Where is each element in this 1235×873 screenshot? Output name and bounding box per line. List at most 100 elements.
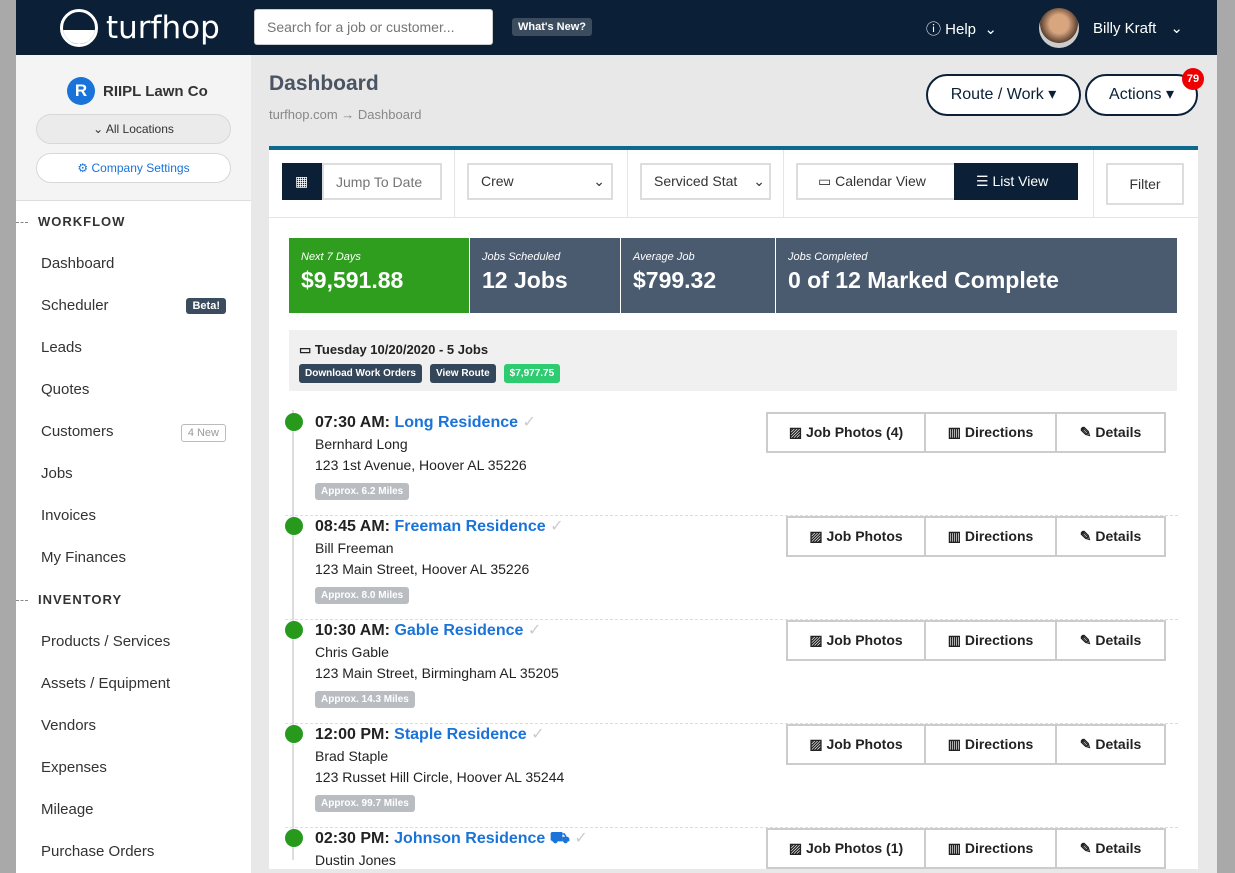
details-label: Details [1095, 840, 1142, 856]
directions-button[interactable]: ▥ Directions [924, 516, 1057, 557]
job-photos-label: Job Photos (1) [805, 840, 904, 856]
jump-to-date-input[interactable] [322, 163, 442, 200]
details-button[interactable]: ✎ Details [1055, 620, 1166, 661]
map-icon: ▥ [947, 528, 965, 544]
chevron-down-icon: ⌄ [1170, 20, 1183, 37]
sidebar-item-label: Quotes [41, 381, 90, 398]
view-route-button[interactable]: View Route [429, 364, 496, 383]
job-photos-button[interactable]: ▨ Job Photos (1) [766, 828, 926, 869]
caret-down-icon: ▾ [1165, 86, 1174, 103]
job-photos-button[interactable]: ▨ Job Photos [786, 516, 926, 557]
job-customer: Bernhard Long [315, 436, 408, 452]
directions-label: Directions [964, 840, 1034, 856]
route-work-button[interactable]: Route / Work ▾ [926, 74, 1081, 116]
settings-label: Company Settings [91, 161, 190, 175]
sidebar-item-label: Products / Services [41, 633, 171, 650]
directions-button[interactable]: ▥ Directions [924, 620, 1057, 661]
stat-label: Jobs Completed [788, 251, 868, 263]
page-title: Dashboard [269, 72, 379, 95]
locations-label: All Locations [105, 122, 174, 136]
status-dot [285, 413, 303, 431]
details-label: Details [1095, 632, 1142, 648]
filter-button[interactable]: Filter [1106, 163, 1184, 205]
job-name-link[interactable]: Johnson Residence [394, 830, 546, 847]
turfhop-logo-icon [60, 9, 98, 47]
help-menu[interactable]: ⓘ Help ⌄ [926, 18, 997, 39]
crew-select[interactable]: Crew ⌄ [467, 163, 613, 200]
stat-value: 0 of 12 Marked Complete [788, 267, 1059, 293]
directions-button[interactable]: ▥ Directions [924, 412, 1057, 453]
sidebar-item-my-finances[interactable]: My Finances [16, 537, 251, 579]
job-row: 08:45 AM: Freeman Residence ✓ Bill Freem… [285, 516, 1178, 620]
details-button[interactable]: ✎ Details [1055, 828, 1166, 869]
sidebar-item-dashboard[interactable]: Dashboard [16, 243, 251, 285]
image-icon: ▨ [788, 840, 806, 856]
image-icon: ▨ [809, 736, 827, 752]
serviced-status-select[interactable]: Serviced Stat ⌄ [640, 163, 771, 200]
job-photos-button[interactable]: ▨ Job Photos [786, 724, 926, 765]
sidebar-item-invoices[interactable]: Invoices [16, 495, 251, 537]
download-work-orders-button[interactable]: Download Work Orders [299, 364, 422, 383]
sidebar-item-products-services[interactable]: Products / Services [16, 621, 251, 663]
sidebar-item-customers[interactable]: Customers 4 New [16, 411, 251, 453]
sidebar-item-label: My Finances [41, 549, 127, 566]
calendar-icon: ▭ [818, 173, 836, 189]
job-photos-button[interactable]: ▨ Job Photos [786, 620, 926, 661]
sidebar-item-expenses[interactable]: Expenses [16, 747, 251, 789]
sidebar-item-scheduler[interactable]: Scheduler Beta! [16, 285, 251, 327]
image-icon: ▨ [809, 528, 827, 544]
job-customer: Dustin Jones [315, 852, 396, 868]
job-name-link[interactable]: Gable Residence [394, 622, 524, 639]
job-customer: Chris Gable [315, 644, 389, 660]
job-name-link[interactable]: Long Residence [394, 414, 519, 431]
job-name-link[interactable]: Freeman Residence [394, 518, 546, 535]
sidebar-item-vendors[interactable]: Vendors [16, 705, 251, 747]
sidebar-item-jobs[interactable]: Jobs [16, 453, 251, 495]
job-photos-button[interactable]: ▨ Job Photos (4) [766, 412, 926, 453]
details-label: Details [1095, 736, 1142, 752]
distance-badge: Approx. 8.0 Miles [315, 587, 410, 604]
calendar-icon-button[interactable]: ▦ [282, 163, 323, 200]
locations-dropdown[interactable]: ⌄ All Locations [36, 114, 231, 144]
route-work-label: Route / Work [950, 86, 1044, 103]
details-button[interactable]: ✎ Details [1055, 516, 1166, 557]
company-settings-button[interactable]: ⚙ Company Settings [36, 153, 231, 183]
status-dot [285, 725, 303, 743]
directions-button[interactable]: ▥ Directions [924, 828, 1057, 869]
sidebar-item-mileage[interactable]: Mileage [16, 789, 251, 831]
search-input[interactable] [254, 9, 493, 45]
chevron-down-icon: ⌄ [753, 165, 765, 198]
job-address: 123 Main Street, Birmingham AL 35205 [315, 665, 559, 681]
sidebar-badge: 4 New [180, 424, 226, 442]
details-button[interactable]: ✎ Details [1055, 412, 1166, 453]
sidebar-item-leads[interactable]: Leads [16, 327, 251, 369]
job-customer: Brad Staple [315, 748, 389, 764]
directions-label: Directions [964, 424, 1034, 440]
sidebar-item-assets-equipment[interactable]: Assets / Equipment [16, 663, 251, 705]
image-icon: ▨ [788, 424, 806, 440]
stat-average-job: Average Job $799.32 [621, 238, 776, 313]
distance-badge: Approx. 14.3 Miles [315, 691, 415, 708]
calendar-view-button[interactable]: ▭ Calendar View [796, 163, 956, 200]
breadcrumb-root[interactable]: turfhop.com [269, 107, 338, 122]
job-row: 02:30 PM: Johnson Residence ⛟ ✓ Dustin J… [285, 828, 1178, 872]
list-view-button[interactable]: ☰ List View [954, 163, 1078, 200]
job-photos-label: Job Photos [826, 736, 903, 752]
stats-bar: Next 7 Days $9,591.88 Jobs Scheduled 12 Jo… [289, 238, 1177, 313]
notification-count-badge: 79 [1182, 68, 1204, 90]
directions-button[interactable]: ▥ Directions [924, 724, 1057, 765]
avatar [1039, 8, 1079, 48]
sidebar-badge: Beta! [186, 298, 226, 314]
sidebar-item-label: Customers [41, 423, 114, 440]
actions-button[interactable]: Actions ▾ 79 [1085, 68, 1204, 116]
job-name-link[interactable]: Staple Residence [394, 726, 527, 743]
logo[interactable]: turfhop [60, 9, 220, 47]
chevron-down-icon: ⌄ [980, 21, 997, 38]
directions-label: Directions [964, 632, 1034, 648]
sidebar-item-quotes[interactable]: Quotes [16, 369, 251, 411]
sidebar-item-purchase-orders[interactable]: Purchase Orders [16, 831, 251, 873]
details-button[interactable]: ✎ Details [1055, 724, 1166, 765]
whats-new-button[interactable]: What's New? [512, 18, 593, 36]
pencil-icon: ✎ [1079, 736, 1096, 752]
user-menu[interactable]: Billy Kraft ⌄ [1039, 8, 1183, 48]
